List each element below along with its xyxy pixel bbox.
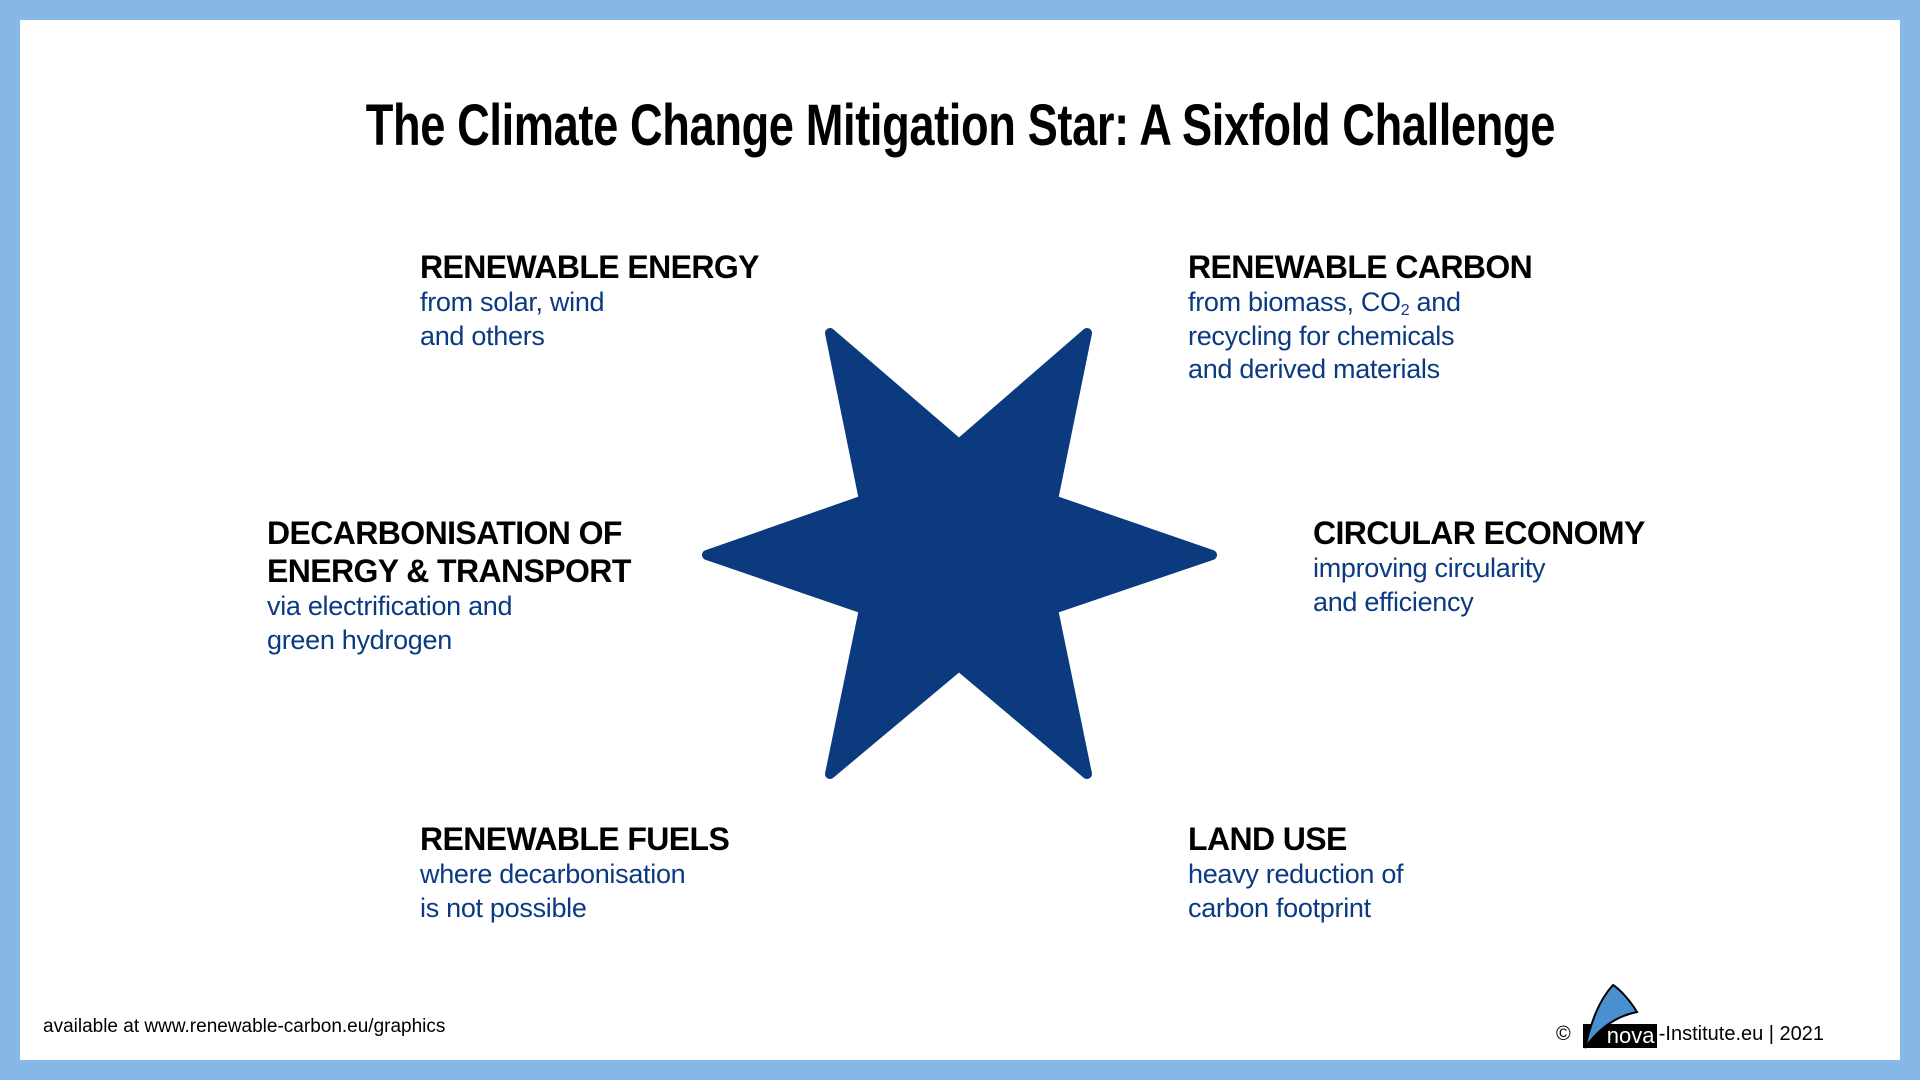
subtext-line: from solar, wind <box>420 287 605 317</box>
logo-text: nova <box>1606 1023 1655 1048</box>
subtext-line: where decarbonisation <box>420 859 686 889</box>
block-decarbonisation: DECARBONISATION OF ENERGY & TRANSPORT vi… <box>267 514 631 657</box>
star-shape <box>702 328 1217 779</box>
copyright-credit: © nova -Institute.eu | 2021 <box>1556 980 1824 1050</box>
nova-logo: nova <box>1579 982 1659 1050</box>
title-text: The Climate Change Mitigation Star: A Si… <box>365 93 1555 158</box>
heading: ENERGY & TRANSPORT <box>267 553 631 589</box>
subtext-line: via electrification and <box>267 591 513 621</box>
availability-note: available at www.renewable-carbon.eu/gra… <box>43 1016 446 1037</box>
block-circular-economy: CIRCULAR ECONOMY improving circularity a… <box>1313 514 1645 619</box>
block-renewable-fuels: RENEWABLE FUELS where decarbonisation is… <box>420 820 730 925</box>
subtext-line: from biomass, CO2 and <box>1188 286 1532 320</box>
subtext-line: is not possible <box>420 892 587 923</box>
heading: CIRCULAR ECONOMY <box>1313 515 1645 551</box>
subtext-line: carbon footprint <box>1188 892 1371 923</box>
heading: DECARBONISATION OF <box>267 515 622 551</box>
subtext-line: and others <box>420 320 545 351</box>
block-renewable-energy: RENEWABLE ENERGY from solar, wind and ot… <box>420 248 759 353</box>
subscript: 2 <box>1400 302 1410 319</box>
subtext-line: recycling for chemicals <box>1188 320 1455 351</box>
credit-text: -Institute.eu | 2021 <box>1658 1023 1825 1045</box>
subtext-part: and <box>1409 287 1461 317</box>
block-land-use: LAND USE heavy reduction of carbon footp… <box>1188 820 1404 925</box>
subtext-line: heavy reduction of <box>1188 859 1404 889</box>
heading: RENEWABLE ENERGY <box>420 249 759 285</box>
subtext-line: and derived materials <box>1188 354 1440 384</box>
block-renewable-carbon: RENEWABLE CARBON from biomass, CO2 and r… <box>1188 248 1533 387</box>
subtext-line: improving circularity <box>1313 553 1546 583</box>
page-title: The Climate Change Mitigation Star: A Si… <box>0 92 1920 159</box>
subtext-line: green hydrogen <box>267 624 452 655</box>
heading: RENEWABLE CARBON <box>1188 249 1533 285</box>
heading: LAND USE <box>1188 821 1347 857</box>
subtext-part: from biomass, CO <box>1188 287 1401 317</box>
heading: RENEWABLE FUELS <box>420 821 730 857</box>
sail-icon <box>1582 983 1657 1049</box>
copyright-symbol: © <box>1556 1023 1571 1045</box>
subtext-line: and efficiency <box>1313 586 1474 617</box>
